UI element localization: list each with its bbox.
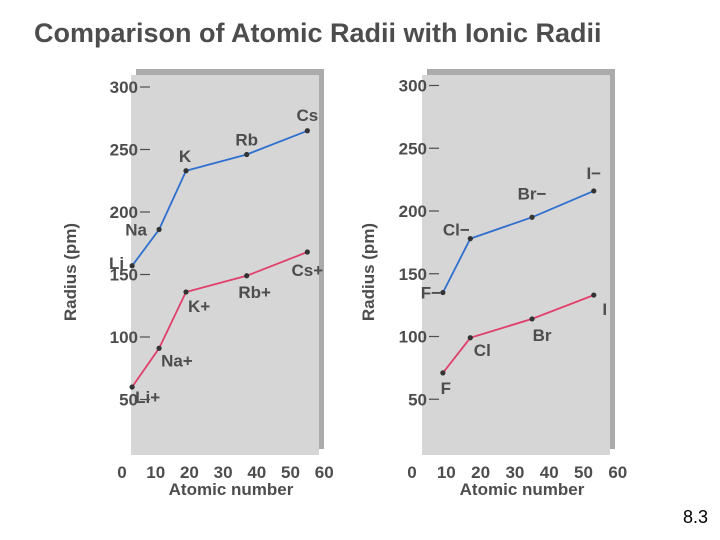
y-tick-label: 200 <box>110 203 138 222</box>
data-label: Cs+ <box>292 261 324 280</box>
x-tick-label: 30 <box>505 463 524 482</box>
data-point <box>156 226 162 233</box>
y-tick-label: 50 <box>119 391 138 410</box>
y-tick-label: 300 <box>110 78 138 97</box>
series-line-upper <box>442 190 595 294</box>
slide-number: 8.3 <box>682 507 708 527</box>
x-axis-title: Atomic number <box>169 480 294 499</box>
y-tick-label: 150 <box>399 265 427 284</box>
data-point <box>183 289 189 295</box>
data-point <box>467 236 473 242</box>
data-label: Rb <box>235 131 258 150</box>
data-label: F <box>441 379 451 398</box>
y-axis-title: Radius (pm) <box>61 223 80 321</box>
data-label: Cl− <box>443 221 470 240</box>
data-label: Na+ <box>161 351 193 370</box>
data-point <box>529 316 535 322</box>
y-tick-label: 250 <box>399 139 427 158</box>
data-label: K <box>179 147 192 166</box>
y-tick-label: 50 <box>408 390 427 409</box>
data-point <box>440 370 446 376</box>
data-point <box>591 292 597 298</box>
data-label: Na <box>125 221 147 240</box>
data-point <box>129 263 135 269</box>
data-label: Br <box>533 326 552 345</box>
panel-2 <box>422 75 610 455</box>
data-label: I <box>602 300 607 319</box>
data-label: K+ <box>188 297 210 316</box>
data-label: Li+ <box>135 388 160 407</box>
x-axis-title: Atomic number <box>460 480 585 499</box>
x-tick-label: 10 <box>146 463 165 482</box>
y-tick-label: 250 <box>110 141 138 160</box>
data-label: Br− <box>518 184 547 203</box>
data-point <box>129 384 135 390</box>
data-point <box>440 289 446 296</box>
x-tick-label: 50 <box>281 463 300 482</box>
data-point <box>156 345 162 351</box>
data-point <box>591 188 597 194</box>
data-label: Li <box>109 254 124 273</box>
data-point <box>304 128 310 134</box>
x-tick-label: 10 <box>437 463 456 482</box>
data-point <box>183 168 189 174</box>
y-tick-label: 100 <box>399 328 427 347</box>
data-label: Rb+ <box>238 283 271 302</box>
x-tick-label: 60 <box>608 463 627 482</box>
data-point <box>467 335 473 341</box>
data-point <box>304 249 310 255</box>
data-point <box>244 151 250 158</box>
x-tick-label: 40 <box>540 463 559 482</box>
y-tick-label: 200 <box>399 202 427 221</box>
data-label: Cl <box>474 341 491 360</box>
data-point <box>529 214 535 220</box>
y-axis-title: Radius (pm) <box>359 223 378 321</box>
y-tick-label: 300 <box>399 77 427 96</box>
x-tick-label: 20 <box>471 463 490 482</box>
x-tick-label: 40 <box>247 463 266 482</box>
data-label: F− <box>421 284 441 303</box>
x-tick-label: 0 <box>407 463 416 482</box>
x-tick-label: 50 <box>574 463 593 482</box>
data-label: I− <box>586 164 601 183</box>
x-tick-label: 0 <box>117 463 126 482</box>
x-tick-label: 30 <box>214 463 233 482</box>
x-tick-label: 60 <box>315 463 334 482</box>
y-tick-label: 100 <box>110 328 138 347</box>
x-tick-label: 20 <box>180 463 199 482</box>
data-label: Cs <box>296 106 318 125</box>
series-line-lower <box>442 294 595 374</box>
data-point <box>244 273 250 279</box>
y-tick-label: 150 <box>110 266 138 285</box>
page-title: Comparison of Atomic Radii with Ionic Ra… <box>34 18 602 48</box>
